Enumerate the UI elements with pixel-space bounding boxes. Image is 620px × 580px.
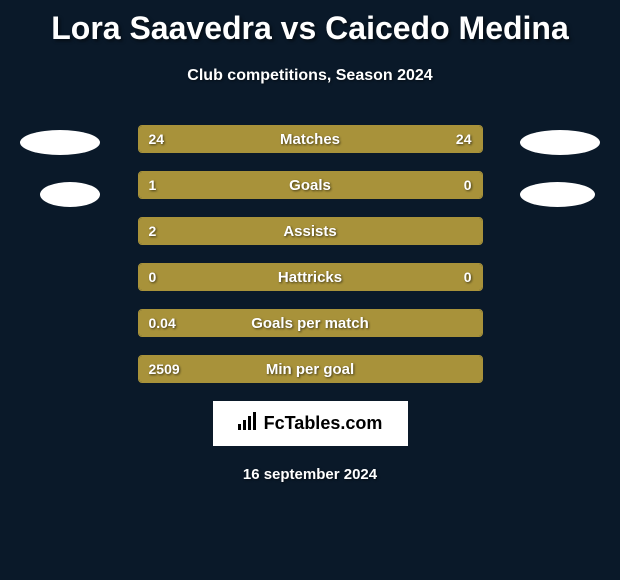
logo-chart-icon bbox=[238, 412, 258, 435]
stat-value-right: 0 bbox=[464, 269, 472, 285]
stat-value-left: 1 bbox=[149, 177, 157, 193]
stat-row: 1 Goals 0 bbox=[138, 171, 483, 199]
stat-label: Hattricks bbox=[278, 269, 342, 286]
stat-row: 2 Assists bbox=[138, 217, 483, 245]
logo-box: FcTables.com bbox=[213, 401, 408, 446]
avatar-ellipse bbox=[520, 182, 595, 207]
stat-value-right: 24 bbox=[456, 131, 472, 147]
stat-row: 0 Hattricks 0 bbox=[138, 263, 483, 291]
stat-value-left: 0.04 bbox=[149, 315, 176, 331]
page-title: Lora Saavedra vs Caicedo Medina bbox=[0, 0, 620, 47]
stat-row: 24 Matches 24 bbox=[138, 125, 483, 153]
player-left-avatar bbox=[20, 130, 100, 234]
stat-label: Goals bbox=[289, 177, 331, 194]
page-subtitle: Club competitions, Season 2024 bbox=[0, 67, 620, 85]
stat-label: Goals per match bbox=[251, 315, 369, 332]
stats-container: 24 Matches 24 1 Goals 0 2 Assists 0 Hattricks 0 0.0… bbox=[0, 125, 620, 383]
stat-bar-left bbox=[139, 172, 396, 198]
player-right-avatar bbox=[520, 130, 600, 234]
stat-value-left: 2 bbox=[149, 223, 157, 239]
stat-value-left: 0 bbox=[149, 269, 157, 285]
avatar-ellipse bbox=[40, 182, 100, 207]
stat-value-left: 24 bbox=[149, 131, 165, 147]
stat-value-left: 2509 bbox=[149, 361, 180, 377]
stat-label: Min per goal bbox=[266, 361, 354, 378]
avatar-ellipse bbox=[20, 130, 100, 155]
stat-row: 2509 Min per goal bbox=[138, 355, 483, 383]
stat-label: Assists bbox=[283, 223, 336, 240]
date-text: 16 september 2024 bbox=[0, 466, 620, 483]
logo-text: FcTables.com bbox=[264, 413, 383, 434]
stat-value-right: 0 bbox=[464, 177, 472, 193]
stat-label: Matches bbox=[280, 131, 340, 148]
avatar-ellipse bbox=[520, 130, 600, 155]
stat-row: 0.04 Goals per match bbox=[138, 309, 483, 337]
